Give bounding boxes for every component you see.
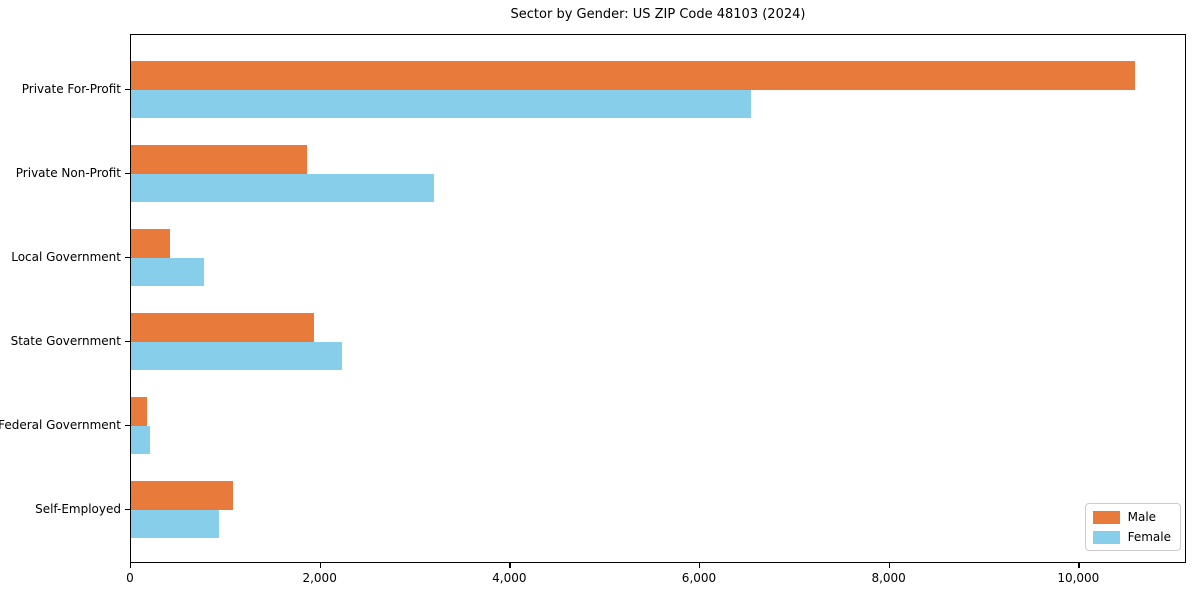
bar-male-private-non-profit xyxy=(131,145,308,174)
x-axis-tick xyxy=(319,563,321,568)
bar-female-self-employed xyxy=(131,509,220,538)
legend-swatch-male xyxy=(1092,510,1120,524)
bar-female-state-government xyxy=(131,341,343,370)
legend-item-male: Male xyxy=(1092,510,1171,524)
bar-male-self-employed xyxy=(131,481,234,510)
y-axis-label: Federal Government xyxy=(0,417,121,432)
x-axis-tick-label: 0 xyxy=(126,571,134,585)
bar-female-local-government xyxy=(131,257,205,286)
y-axis-label: Self-Employed xyxy=(35,501,121,516)
x-axis-tick-label: 10,000 xyxy=(1057,571,1100,585)
x-axis-tick xyxy=(509,563,511,568)
legend-label-female: Female xyxy=(1127,530,1171,544)
bar-female-federal-government xyxy=(131,425,150,454)
y-axis-tick xyxy=(125,508,130,510)
x-axis-tick xyxy=(698,563,701,568)
bar-female-private-non-profit xyxy=(131,173,434,202)
bar-female-private-for-profit xyxy=(131,89,752,118)
x-axis-tick xyxy=(1078,563,1080,568)
x-axis-tick xyxy=(130,563,132,568)
y-axis-label: Local Government xyxy=(11,249,121,264)
y-axis-label: Private Non-Profit xyxy=(15,165,121,180)
y-axis-tick xyxy=(125,88,130,90)
x-axis-tick-label: 6,000 xyxy=(681,571,717,585)
y-axis-tick xyxy=(125,172,130,174)
plot-area xyxy=(130,34,1186,563)
chart-title: Sector by Gender: US ZIP Code 48103 (202… xyxy=(510,7,806,22)
bar-male-local-government xyxy=(131,229,171,258)
y-axis-tick xyxy=(125,340,130,342)
y-axis-label: State Government xyxy=(10,333,121,348)
y-axis-label: Private For-Profit xyxy=(21,81,121,96)
bar-male-federal-government xyxy=(131,397,148,426)
x-axis-tick-label: 2,000 xyxy=(302,571,337,585)
legend-label-male: Male xyxy=(1127,510,1157,524)
legend-swatch-female xyxy=(1092,530,1120,544)
y-axis-tick xyxy=(125,424,130,426)
legend-item-female: Female xyxy=(1092,530,1171,544)
x-axis-tick-label: 8,000 xyxy=(871,571,906,585)
legend: Male Female xyxy=(1084,503,1181,551)
x-axis-tick-label: 4,000 xyxy=(492,571,527,585)
y-axis-tick xyxy=(125,256,130,258)
bar-male-state-government xyxy=(131,313,315,342)
bar-male-private-for-profit xyxy=(131,61,1136,90)
x-axis-tick xyxy=(888,563,890,568)
